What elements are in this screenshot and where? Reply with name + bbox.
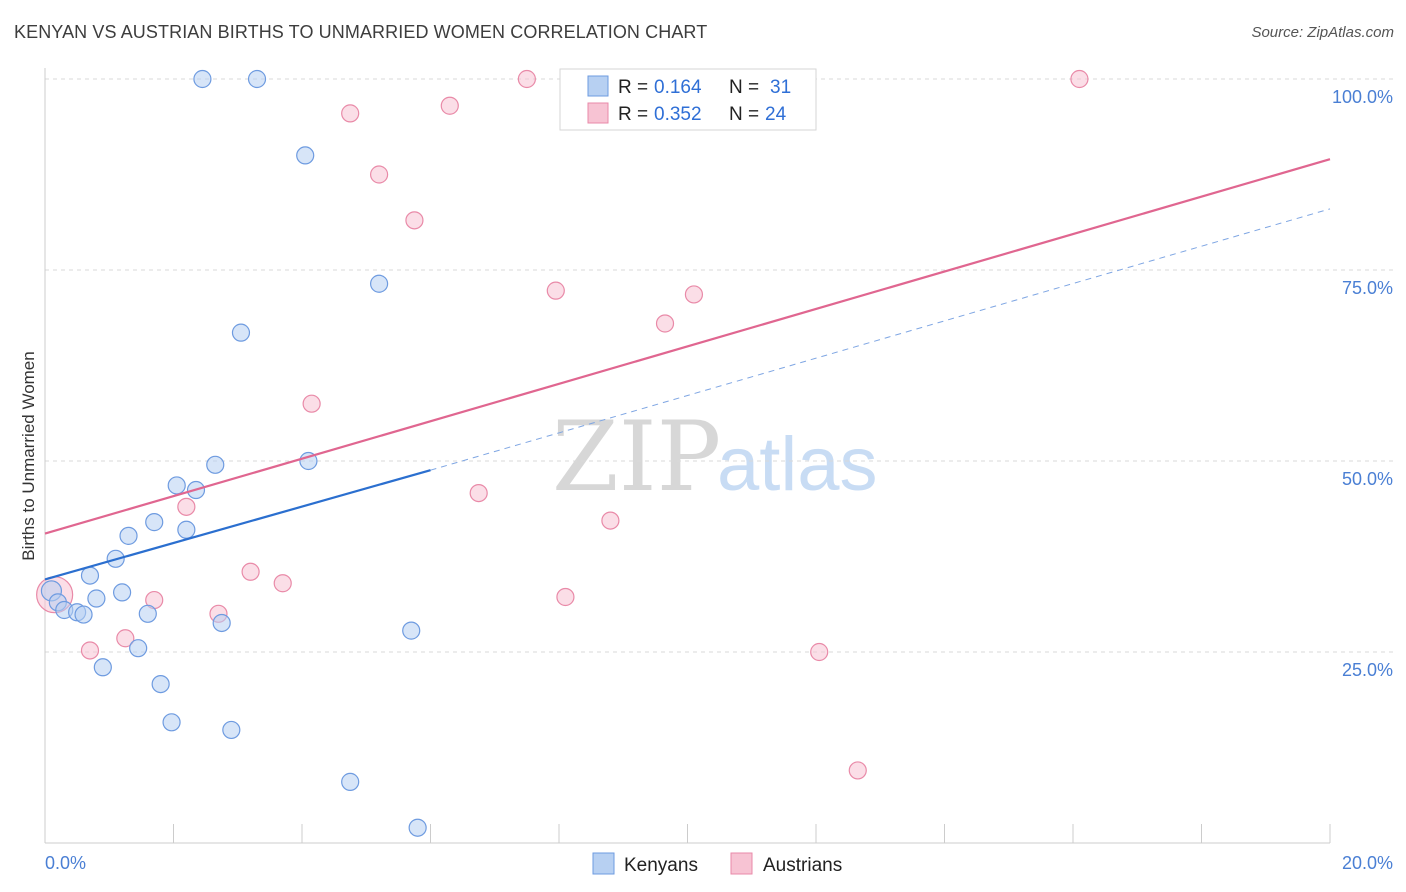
- kenyans-point-27: [341, 772, 360, 791]
- kenyans-point-13: [145, 513, 164, 532]
- kenyans-point-16: [167, 476, 186, 495]
- austrians-point-17: [601, 511, 620, 530]
- kenyans-point-7: [93, 658, 112, 677]
- austrians-point-10: [370, 165, 389, 184]
- legend-swatch-kenyans: [587, 75, 609, 97]
- kenyans-point-6: [87, 589, 106, 608]
- kenyans-point-9: [112, 583, 132, 602]
- kenyans-point-14: [151, 674, 170, 694]
- legend-r-label-kenyans: R =: [618, 77, 648, 98]
- source-credit: Source: ZipAtlas.com: [1251, 24, 1394, 41]
- x-ticks: [44, 824, 1331, 843]
- austrians-point-8: [302, 394, 321, 413]
- series-legend-label-austrians: Austrians: [763, 855, 842, 876]
- austrians-point-1: [80, 641, 100, 660]
- series-legend: Kenyans Austrians: [592, 852, 842, 876]
- kenyans-point-24: [247, 69, 267, 89]
- series-legend-swatch-austrians: [730, 852, 753, 875]
- watermark: ZIP atlas: [552, 401, 878, 513]
- kenyans-point-30: [408, 818, 427, 837]
- kenyans-point-26: [299, 451, 318, 471]
- austrians-point-15: [546, 281, 565, 300]
- kenyans-trend-line: [44, 469, 431, 581]
- kenyans-trend-extension: [430, 208, 1331, 471]
- kenyans-point-12: [138, 604, 157, 623]
- x-tick-labels: 0.0% 20.0%: [45, 853, 1393, 873]
- austrians-trend-line: [44, 158, 1331, 535]
- watermark-zip: ZIP: [552, 401, 721, 513]
- kenyans-point-15: [162, 713, 181, 732]
- austrians-point-19: [684, 285, 704, 304]
- kenyans-point-21: [212, 613, 231, 633]
- legend-swatch-austrians: [587, 102, 609, 124]
- x-tick-label-1: 20.0%: [1342, 853, 1393, 873]
- austrians-points: [36, 69, 1089, 780]
- austrians-point-11: [405, 211, 424, 230]
- austrians-point-9: [341, 104, 360, 123]
- series-legend-swatch-kenyans: [592, 852, 615, 875]
- kenyans-point-4: [74, 605, 93, 624]
- austrians-point-22: [848, 761, 867, 780]
- y-tick-labels: 25.0% 50.0% 75.0% 100.0%: [1332, 87, 1393, 680]
- trend-lines: [44, 158, 1331, 581]
- y-tick-label-0: 25.0%: [1342, 660, 1393, 680]
- y-tick-label-1: 50.0%: [1342, 469, 1393, 489]
- legend-n-value-austrians: 24: [765, 104, 787, 125]
- legend-n-value-kenyans: 31: [770, 77, 791, 98]
- series-legend-label-kenyans: Kenyans: [624, 855, 698, 876]
- chart-title: KENYAN VS AUSTRIAN BIRTHS TO UNMARRIED W…: [14, 22, 708, 42]
- kenyans-point-28: [370, 274, 389, 293]
- kenyans-point-11: [129, 639, 148, 658]
- austrians-point-7: [273, 574, 292, 593]
- kenyans-point-5: [80, 566, 100, 585]
- kenyans-point-19: [193, 69, 212, 89]
- austrians-point-16: [556, 587, 575, 607]
- kenyans-point-23: [231, 323, 251, 342]
- legend-n-label-kenyans: N =: [729, 77, 759, 98]
- austrians-point-23: [1070, 69, 1089, 89]
- watermark-atlas: atlas: [717, 422, 878, 507]
- y-tick-label-3: 100.0%: [1332, 87, 1393, 107]
- austrians-point-4: [177, 497, 196, 516]
- austrians-point-21: [810, 642, 829, 662]
- legend-r-value-austrians: 0.352: [654, 104, 702, 125]
- y-tick-label-2: 75.0%: [1342, 278, 1393, 298]
- legend-n-label-austrians: N =: [729, 104, 759, 125]
- austrians-point-18: [655, 314, 675, 333]
- kenyans-point-29: [402, 621, 421, 640]
- legend-r-value-kenyans: 0.164: [654, 77, 702, 98]
- austrians-point-13: [469, 483, 488, 503]
- stats-legend: R = 0.164 N = 31 R = 0.352 N = 24: [559, 68, 817, 131]
- kenyans-point-20: [206, 455, 225, 474]
- kenyans-points: [40, 69, 427, 837]
- austrians-point-6: [241, 562, 260, 581]
- kenyans-point-17: [177, 520, 196, 539]
- y-axis-label: Births to Unmarried Women: [19, 351, 38, 560]
- kenyans-point-10: [119, 526, 138, 545]
- x-tick-label-0: 0.0%: [45, 853, 86, 873]
- austrians-point-2: [116, 629, 135, 648]
- austrians-point-12: [440, 96, 459, 115]
- kenyans-point-22: [222, 720, 241, 740]
- kenyans-point-25: [296, 146, 315, 165]
- legend-r-label-austrians: R =: [618, 104, 648, 125]
- austrians-point-14: [517, 69, 536, 89]
